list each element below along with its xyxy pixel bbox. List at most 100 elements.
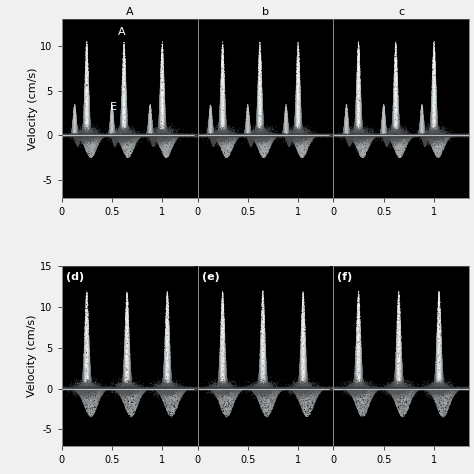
Point — [364, 400, 372, 408]
Point — [428, 100, 435, 107]
Point — [355, 383, 362, 391]
Point — [215, 135, 223, 142]
Point — [215, 383, 223, 390]
Point — [344, 129, 351, 137]
Point — [350, 391, 357, 398]
Point — [116, 135, 123, 142]
Point — [269, 130, 277, 138]
Point — [118, 379, 126, 386]
Point — [134, 132, 141, 140]
Point — [230, 132, 238, 139]
Point — [209, 133, 217, 141]
Point — [419, 134, 427, 141]
Point — [257, 80, 265, 87]
Point — [360, 126, 367, 134]
Point — [165, 390, 173, 397]
Point — [167, 380, 175, 388]
Point — [136, 132, 144, 139]
Point — [84, 388, 91, 395]
Point — [291, 127, 298, 134]
Point — [428, 134, 435, 141]
Point — [258, 133, 265, 140]
Point — [353, 131, 361, 139]
Point — [73, 126, 81, 133]
Point — [346, 131, 354, 139]
Point — [82, 122, 89, 130]
Point — [130, 386, 137, 394]
Point — [235, 131, 243, 138]
Point — [58, 383, 66, 391]
Point — [75, 135, 83, 143]
Point — [301, 146, 309, 153]
Point — [121, 353, 129, 361]
Point — [103, 132, 110, 139]
Point — [119, 100, 127, 108]
Point — [356, 55, 364, 63]
Point — [217, 97, 225, 105]
Point — [159, 378, 167, 386]
Point — [168, 145, 176, 152]
Point — [113, 133, 120, 140]
Point — [350, 134, 357, 141]
Point — [134, 131, 142, 139]
Point — [260, 128, 268, 135]
Point — [163, 383, 170, 391]
Point — [259, 150, 266, 157]
Point — [393, 383, 401, 390]
Point — [146, 112, 154, 119]
Point — [353, 129, 361, 137]
Point — [270, 389, 277, 397]
Point — [306, 132, 313, 139]
Point — [432, 102, 440, 109]
Point — [396, 126, 403, 134]
Point — [119, 130, 127, 137]
Point — [160, 357, 168, 365]
Point — [259, 295, 266, 302]
Point — [155, 130, 162, 138]
Point — [385, 133, 392, 140]
Point — [318, 385, 325, 392]
Point — [425, 384, 433, 392]
Point — [364, 146, 372, 153]
Point — [450, 392, 457, 400]
Point — [358, 384, 365, 392]
Point — [90, 126, 97, 134]
Point — [284, 131, 292, 138]
Point — [79, 136, 87, 144]
Point — [239, 384, 247, 392]
Point — [122, 127, 130, 135]
Point — [302, 367, 310, 375]
Point — [128, 381, 136, 388]
Point — [86, 386, 94, 393]
Point — [425, 132, 432, 139]
Point — [258, 105, 265, 113]
Point — [156, 121, 164, 128]
Point — [364, 130, 371, 138]
Point — [264, 146, 271, 153]
Point — [216, 131, 223, 138]
Point — [128, 377, 135, 385]
Point — [298, 388, 305, 396]
Point — [269, 131, 277, 139]
Point — [417, 125, 425, 132]
Point — [352, 361, 359, 368]
Point — [384, 128, 392, 135]
Point — [122, 389, 129, 397]
Point — [116, 134, 124, 141]
Point — [294, 131, 301, 139]
Point — [356, 88, 364, 96]
Point — [81, 127, 88, 135]
Point — [429, 68, 437, 76]
Point — [77, 391, 84, 399]
Point — [431, 76, 439, 84]
Point — [371, 131, 378, 139]
Point — [392, 134, 400, 142]
Point — [403, 385, 410, 393]
Point — [157, 84, 164, 91]
Point — [118, 384, 126, 392]
Point — [393, 82, 401, 89]
Point — [165, 388, 173, 395]
Point — [123, 341, 131, 348]
Point — [319, 386, 327, 393]
Point — [256, 387, 264, 394]
